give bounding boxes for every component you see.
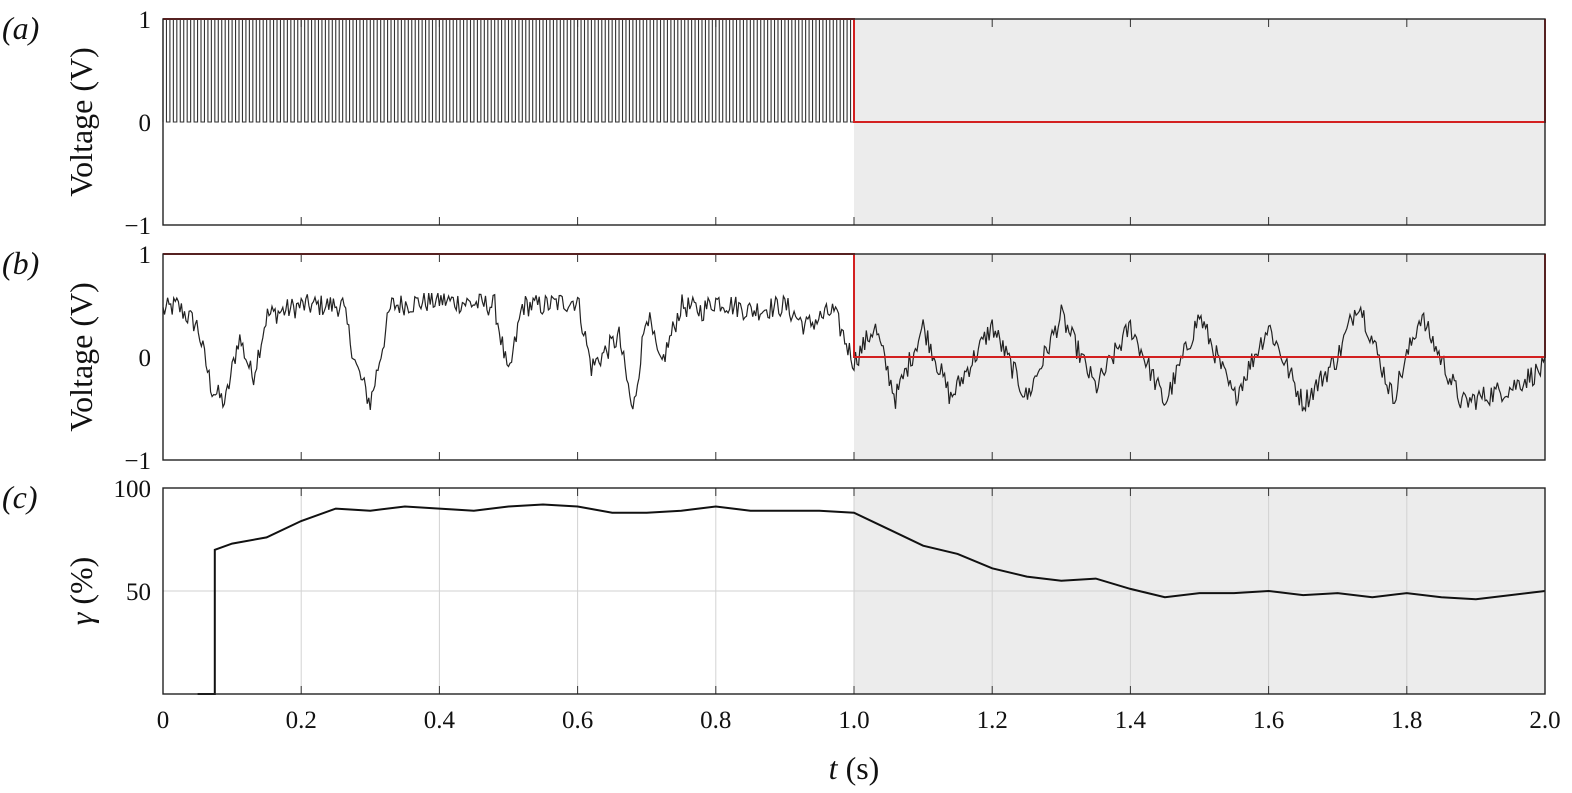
x-tick-label: 1.4 — [1115, 707, 1147, 734]
panel-label: (b) — [2, 245, 39, 281]
panel-a: −1 0 1 (a) Voltage (V) — [2, 7, 1546, 240]
y-tick-label: 0 — [139, 345, 152, 372]
x-tick-label: 1.8 — [1391, 707, 1422, 734]
series-square-wave — [162, 18, 854, 123]
series-signal — [162, 292, 1546, 413]
x-tick-label: 2.0 — [1529, 707, 1560, 734]
y-tick-label: 1 — [139, 7, 152, 34]
panel-label: (c) — [2, 479, 38, 515]
y-tick-label: −1 — [124, 213, 151, 240]
y-axis-label: Voltage (V) — [63, 282, 99, 432]
x-axis-label: t (s) — [829, 750, 880, 786]
axes-frame — [162, 18, 1546, 226]
series-gamma — [197, 503, 1546, 695]
x-tick-label: 1.2 — [977, 707, 1008, 734]
x-tick-label: 0.4 — [424, 707, 456, 734]
axes-frame — [162, 253, 1546, 461]
x-tick-label: 0.6 — [562, 707, 593, 734]
x-tick-label: 1.0 — [838, 707, 869, 734]
x-tick-label: 1.6 — [1253, 707, 1284, 734]
x-tick-label: 0.2 — [286, 707, 317, 734]
y-tick-label: 50 — [126, 579, 151, 606]
panel-b: −1 0 1 (b) Voltage (V) — [2, 242, 1546, 475]
x-tick-label: 0 — [157, 707, 170, 734]
panel-c: 50 100 0 0.2 0.4 0.6 0.8 1.0 1.2 1.4 1.6 1.8 2.0 (c) γ… — [2, 476, 1561, 786]
y-axis-label: γ (%) — [63, 557, 99, 626]
y-tick-label: 0 — [139, 110, 152, 137]
y-axis-label: Voltage (V) — [63, 47, 99, 197]
panel-label: (a) — [2, 10, 39, 46]
y-tick-label: 100 — [114, 476, 152, 503]
axes-frame — [162, 487, 1546, 695]
y-tick-label: −1 — [124, 448, 151, 475]
y-tick-label: 1 — [139, 242, 152, 269]
x-tick-label: 0.8 — [700, 707, 731, 734]
